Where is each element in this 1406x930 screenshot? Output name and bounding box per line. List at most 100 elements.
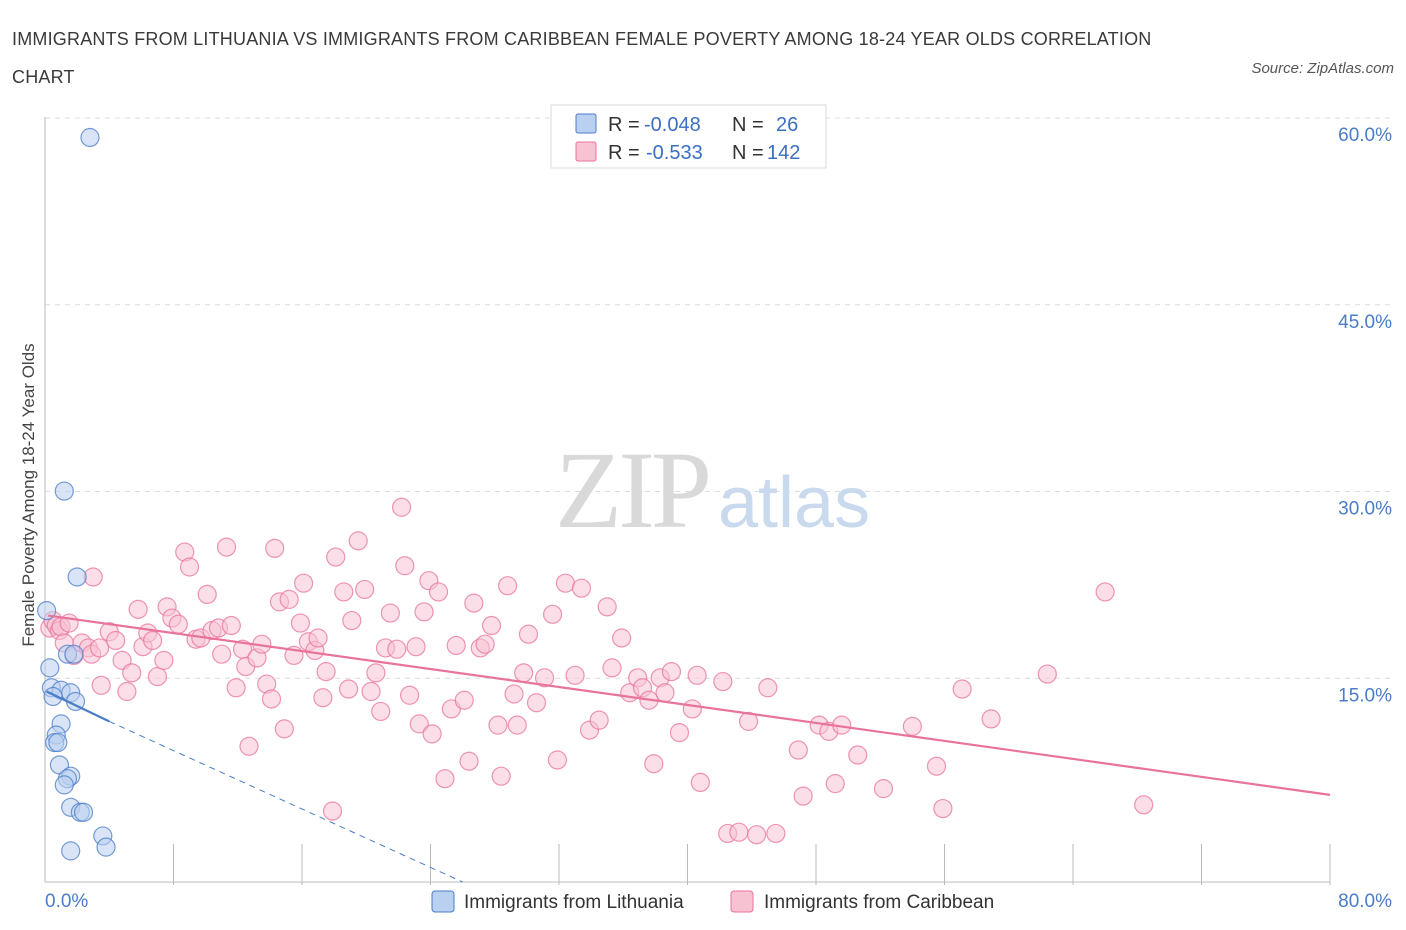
caribbean-point: [555, 573, 576, 593]
caribbean-point: [395, 556, 415, 576]
caribbean-point: [355, 579, 375, 600]
caribbean-point: [391, 497, 412, 517]
caribbean-point: [406, 637, 426, 657]
y-tick-label: 15.0%: [1338, 685, 1392, 706]
caribbean-point: [848, 745, 868, 765]
caribbean-point: [179, 557, 200, 577]
caribbean-point: [348, 531, 368, 551]
caribbean-point: [409, 714, 429, 734]
x-tick-label-min: 0.0%: [45, 891, 88, 912]
caribbean-point: [212, 644, 232, 664]
caribbean-point: [446, 635, 466, 656]
caribbean-point: [400, 685, 420, 705]
caribbean-point: [342, 610, 362, 631]
caribbean-point: [491, 766, 511, 786]
caribbean-point: [498, 576, 518, 596]
caribbean-point: [313, 688, 333, 708]
caribbean-point: [758, 678, 778, 698]
caribbean-point: [414, 602, 434, 622]
caribbean-point: [612, 628, 632, 648]
legend-swatch-caribbean: [575, 141, 597, 162]
caribbean-point: [713, 671, 733, 692]
caribbean-point: [746, 825, 767, 845]
caribbean-point: [981, 709, 1001, 729]
chart-title: IMMIGRANTS FROM LITHUANIA VS IMMIGRANTS …: [12, 29, 1152, 87]
caribbean-point: [788, 740, 808, 760]
series-legend: Immigrants from Lithuania Immigrants fro…: [431, 890, 994, 913]
caribbean-point: [547, 750, 567, 770]
caribbean-point: [661, 661, 682, 682]
legend-item-lithuania-swatch: [431, 890, 455, 913]
lithuania-point: [73, 802, 94, 822]
lithuania-point: [80, 127, 100, 148]
caribbean-point: [1134, 795, 1154, 815]
legend-n-label-lithuania: N =: [732, 114, 764, 136]
caribbean-point: [197, 584, 217, 605]
caribbean-point: [682, 699, 702, 719]
legend-r-value-caribbean: -0.533: [646, 142, 703, 164]
grid-lines: [45, 117, 1392, 679]
caribbean-point: [422, 724, 442, 744]
legend-r-value-lithuania: -0.048: [644, 114, 701, 136]
caribbean-point: [571, 578, 592, 598]
caribbean-point: [602, 658, 622, 678]
caribbean-point: [873, 779, 894, 799]
caribbean-point: [464, 593, 484, 613]
caribbean-point: [526, 693, 547, 713]
caribbean-point: [534, 668, 555, 688]
caribbean-point: [143, 630, 163, 651]
y-axis-label: Female Poverty Among 18-24 Year Olds: [19, 343, 38, 646]
caribbean-point: [644, 754, 664, 774]
legend-r-label-caribbean: R =: [608, 142, 640, 164]
caribbean-point: [106, 630, 126, 651]
caribbean-point: [481, 615, 502, 636]
caribbean-point: [380, 603, 400, 623]
caribbean-point: [597, 597, 617, 617]
caribbean-point: [459, 751, 479, 771]
caribbean-point: [361, 681, 381, 702]
lithuania-point: [96, 837, 116, 857]
caribbean-point: [168, 614, 188, 634]
caribbean-point: [933, 798, 953, 819]
lithuania-point: [54, 481, 74, 501]
stats-legend: R = -0.048 N = 26 R = -0.533 N = 142: [550, 104, 827, 169]
legend-item-lithuania: Immigrants from Lithuania: [464, 892, 684, 913]
caribbean-point: [454, 690, 474, 710]
caribbean-point: [83, 567, 103, 587]
caribbean-point: [926, 756, 947, 776]
caribbean-point: [239, 736, 259, 756]
caribbean-point: [117, 681, 137, 702]
axes: [44, 117, 1331, 885]
caribbean-point: [147, 666, 168, 687]
caribbean-point: [687, 665, 707, 685]
caribbean-point: [793, 786, 813, 806]
caribbean-point: [435, 769, 455, 789]
caribbean-point: [322, 801, 343, 821]
legend-n-value-caribbean: 142: [767, 142, 800, 164]
caribbean-point: [91, 675, 111, 695]
caribbean-point: [738, 711, 759, 731]
lithuania-series: [37, 127, 116, 861]
caribbean-point: [290, 613, 310, 633]
caribbean-point: [514, 663, 534, 683]
caribbean-point: [265, 538, 285, 558]
x-tick-label-max: 80.0%: [1338, 891, 1392, 912]
caribbean-point: [294, 573, 314, 593]
caribbean-point: [504, 684, 524, 704]
y-tick-label: 45.0%: [1338, 312, 1392, 333]
caribbean-point: [669, 722, 690, 743]
legend-box: [550, 104, 827, 169]
caribbean-point: [154, 650, 174, 670]
caribbean-point: [122, 663, 142, 683]
caribbean-point: [766, 823, 786, 844]
caribbean-point: [128, 599, 148, 619]
y-tick-label: 60.0%: [1338, 125, 1392, 146]
caribbean-point: [387, 639, 407, 659]
legend-n-label-caribbean: N =: [732, 142, 764, 164]
lithuania-point: [64, 644, 84, 664]
caribbean-point: [542, 604, 563, 624]
caribbean-point: [1037, 664, 1057, 684]
y-tick-label: 30.0%: [1338, 499, 1392, 520]
lithuania-point: [40, 658, 60, 678]
